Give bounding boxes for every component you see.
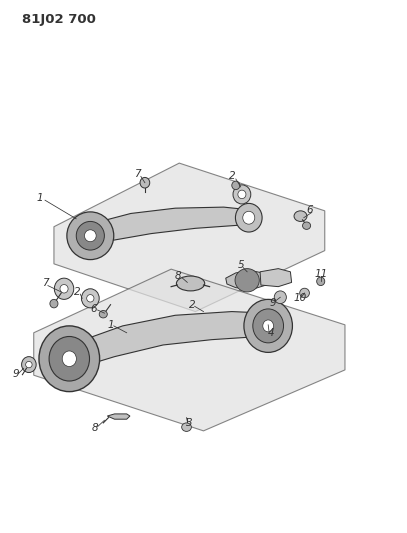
Text: 2: 2 [229,172,236,181]
Text: 9: 9 [270,297,276,308]
Polygon shape [54,163,325,312]
Ellipse shape [300,288,309,298]
Ellipse shape [294,211,307,221]
Polygon shape [65,312,278,368]
Ellipse shape [244,300,292,352]
Text: 5: 5 [237,261,244,270]
Ellipse shape [87,295,94,302]
Text: 2: 2 [74,287,81,297]
Text: 4: 4 [268,328,275,338]
Text: 6: 6 [306,205,313,215]
Ellipse shape [235,204,262,232]
Ellipse shape [76,221,104,250]
Text: 6: 6 [90,304,97,314]
Ellipse shape [243,211,255,224]
Ellipse shape [55,278,74,300]
Text: 11: 11 [314,270,327,279]
Polygon shape [88,207,251,243]
Ellipse shape [62,351,77,367]
Ellipse shape [81,289,99,308]
Ellipse shape [39,326,100,392]
Text: 1: 1 [37,192,43,203]
Ellipse shape [67,212,114,260]
Ellipse shape [60,285,68,293]
Ellipse shape [317,277,325,286]
Polygon shape [260,269,292,287]
Text: 10: 10 [293,293,306,303]
Ellipse shape [140,177,150,188]
Text: 3: 3 [186,418,193,428]
Text: 2: 2 [189,300,195,310]
Text: 7: 7 [42,278,48,288]
Ellipse shape [50,300,58,308]
Ellipse shape [49,336,90,381]
Text: 8: 8 [175,271,182,281]
Ellipse shape [253,309,284,343]
Ellipse shape [22,357,36,373]
Ellipse shape [85,230,96,241]
Text: 8: 8 [92,423,98,433]
Polygon shape [34,269,345,431]
Polygon shape [226,271,268,289]
Text: 7: 7 [134,169,141,179]
Ellipse shape [232,181,240,190]
Ellipse shape [263,320,274,332]
Ellipse shape [26,361,32,368]
Ellipse shape [274,291,287,304]
Text: 1: 1 [107,320,114,330]
Text: 9: 9 [12,369,19,378]
Ellipse shape [99,311,107,318]
Ellipse shape [233,185,251,204]
Ellipse shape [176,276,205,291]
Ellipse shape [238,190,246,199]
Text: 81J02 700: 81J02 700 [22,13,96,26]
Ellipse shape [302,222,311,229]
Ellipse shape [182,423,191,431]
Ellipse shape [235,269,259,292]
Polygon shape [107,414,130,419]
